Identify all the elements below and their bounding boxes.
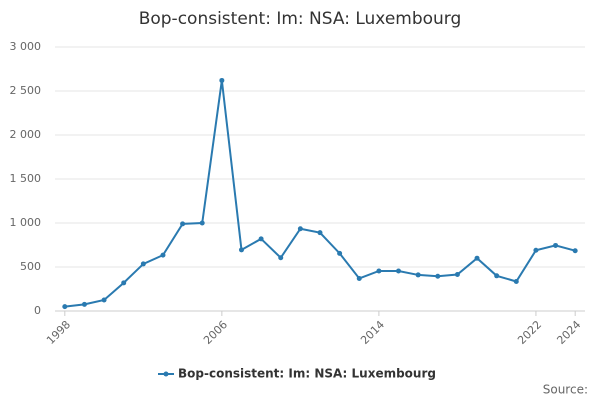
point [62,304,68,310]
point [435,273,441,279]
point [454,271,460,277]
point [474,255,480,261]
y-tick-label: 2 500 [10,84,42,97]
point [101,297,107,303]
x-tick-label: 2022 [515,318,544,347]
y-tick-label: 2 000 [10,128,42,141]
y-tick-label: 0 [34,304,41,317]
x-tick-label: 2024 [554,318,583,347]
x-tick-label: 2014 [358,318,387,347]
point [121,280,127,286]
point [317,230,323,236]
series-line [64,80,576,308]
point [219,77,225,83]
x-tick-label: 1998 [44,318,73,347]
point [572,248,578,254]
x-tick-label: 2006 [201,318,230,347]
point [553,242,559,248]
chart-title: Bop-consistent: Im: NSA: Luxembourg [139,9,462,29]
point [81,301,87,307]
point [494,273,500,279]
point [356,275,362,281]
y-tick-label: 3 000 [10,40,42,53]
point [396,268,402,274]
y-tick-label: 1 000 [10,216,42,229]
point [415,272,421,278]
point [160,252,166,258]
point [278,255,284,261]
legend-label: Bop-consistent: Im: NSA: Luxembourg [178,367,436,381]
point [376,268,382,274]
point [199,220,205,226]
y-tick-label: 1 500 [10,172,42,185]
point [297,226,303,232]
source: Source: [543,383,588,397]
legend-marker [163,371,169,377]
point [180,221,186,227]
point [258,236,264,242]
point [513,279,519,285]
point [140,261,146,267]
y-tick-label: 500 [20,260,41,273]
point [337,250,343,256]
point [238,247,244,253]
point [533,247,539,253]
